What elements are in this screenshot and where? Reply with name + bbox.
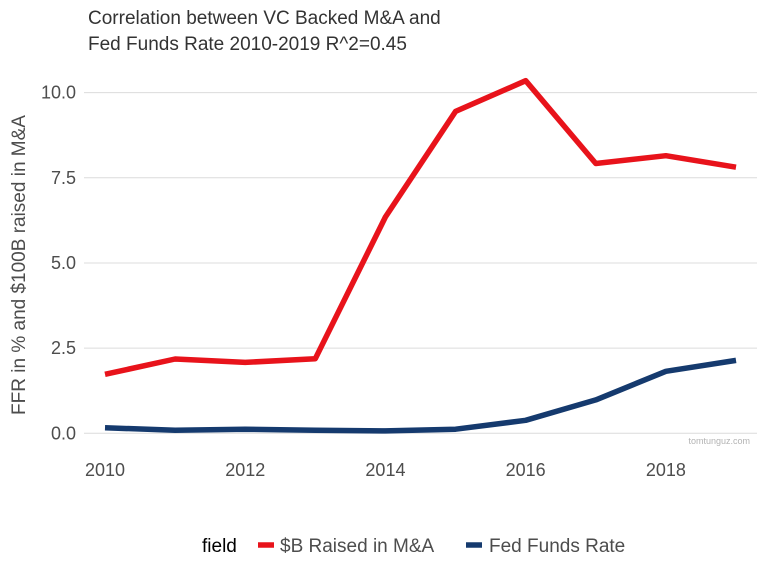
legend: field $B Raised in M&A Fed Funds Rate [202, 536, 625, 557]
legend-title: field [202, 536, 237, 557]
x-axis-ticks: 2010 2012 2014 2016 2018 [85, 460, 686, 480]
chart-title-line-2: Fed Funds Rate 2010-2019 R^2=0.45 [88, 34, 407, 55]
x-tick-label: 2016 [506, 460, 546, 480]
y-tick-label: 0.0 [51, 423, 76, 443]
series-line-1 [104, 77, 737, 377]
x-tick-label: 2010 [85, 460, 125, 480]
legend-label-1: $B Raised in M&A [280, 536, 435, 557]
y-axis-ticks: 0.0 2.5 5.0 7.5 10.0 [41, 83, 76, 444]
chart-title-line-1: Correlation between VC Backed M&A and [88, 8, 441, 29]
y-tick-label: 2.5 [51, 338, 76, 358]
series-lines [104, 77, 737, 434]
gridlines [84, 92, 757, 434]
series-line-2 [104, 357, 737, 434]
y-tick-label: 5.0 [51, 253, 76, 273]
y-tick-label: 7.5 [51, 168, 76, 188]
legend-label-2: Fed Funds Rate [489, 536, 625, 557]
x-tick-label: 2014 [365, 460, 405, 480]
x-tick-label: 2012 [225, 460, 265, 480]
y-tick-label: 10.0 [41, 83, 76, 103]
y-axis-title: FFR in % and $100B raised in M&A [9, 115, 30, 415]
watermark: tomtunguz.com [688, 436, 750, 446]
x-tick-label: 2018 [646, 460, 686, 480]
